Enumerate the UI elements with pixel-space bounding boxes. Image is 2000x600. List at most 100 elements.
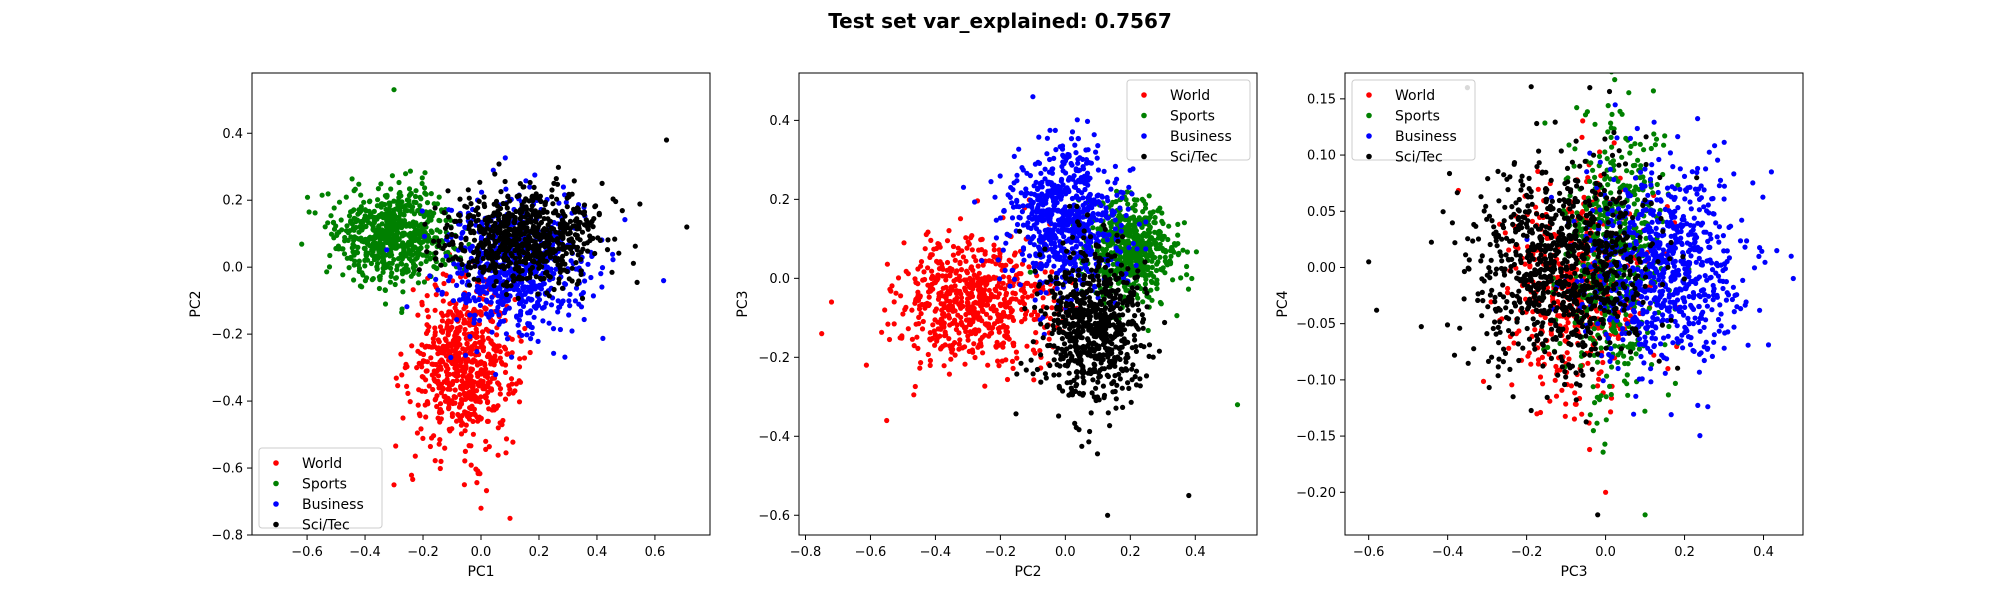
point bbox=[1104, 237, 1110, 243]
point bbox=[1066, 188, 1072, 195]
point bbox=[465, 187, 471, 193]
point bbox=[480, 255, 486, 262]
point bbox=[968, 264, 975, 270]
point bbox=[995, 326, 1002, 332]
series-sci-tec bbox=[416, 161, 643, 301]
point bbox=[599, 284, 605, 290]
point bbox=[418, 261, 424, 267]
point bbox=[429, 435, 435, 441]
point bbox=[446, 404, 452, 410]
point bbox=[419, 180, 425, 187]
point bbox=[362, 263, 368, 269]
point bbox=[324, 269, 330, 275]
point bbox=[566, 312, 572, 318]
y-tick-label: 0.0 bbox=[222, 261, 243, 276]
point bbox=[1100, 222, 1107, 228]
point bbox=[1068, 276, 1074, 282]
point bbox=[1031, 242, 1037, 248]
point bbox=[449, 348, 455, 354]
point bbox=[1163, 260, 1170, 266]
point bbox=[581, 316, 587, 323]
legend-label: World bbox=[302, 456, 342, 472]
point bbox=[563, 199, 569, 205]
point bbox=[925, 265, 931, 271]
point bbox=[519, 268, 525, 274]
point bbox=[1139, 272, 1145, 278]
point bbox=[1101, 395, 1107, 401]
point bbox=[895, 275, 902, 281]
point bbox=[943, 277, 949, 283]
point bbox=[988, 179, 994, 185]
point bbox=[956, 330, 962, 336]
point bbox=[341, 251, 348, 257]
point bbox=[975, 263, 981, 269]
point bbox=[1018, 190, 1024, 196]
point bbox=[458, 401, 465, 407]
point bbox=[406, 186, 413, 192]
point bbox=[454, 418, 460, 424]
point bbox=[1067, 261, 1073, 267]
point bbox=[432, 397, 438, 403]
point bbox=[1119, 234, 1126, 240]
point bbox=[1094, 451, 1101, 457]
point bbox=[1043, 290, 1049, 296]
point bbox=[1009, 267, 1015, 273]
point bbox=[1071, 377, 1077, 383]
point bbox=[993, 217, 999, 223]
point bbox=[550, 201, 556, 207]
point bbox=[458, 422, 464, 428]
point bbox=[918, 259, 925, 265]
point bbox=[492, 171, 498, 177]
legend-marker bbox=[273, 480, 279, 487]
point bbox=[376, 212, 382, 219]
point bbox=[1052, 222, 1058, 228]
point bbox=[566, 276, 572, 282]
point bbox=[956, 341, 962, 347]
point bbox=[916, 306, 923, 312]
point bbox=[405, 267, 411, 273]
point bbox=[394, 267, 400, 273]
point bbox=[926, 294, 932, 300]
point bbox=[482, 362, 488, 368]
point bbox=[567, 218, 574, 224]
point bbox=[1042, 166, 1048, 172]
point bbox=[920, 318, 926, 325]
series-world bbox=[863, 197, 1080, 398]
point bbox=[1107, 220, 1113, 226]
point bbox=[511, 237, 517, 243]
point bbox=[1166, 223, 1172, 229]
point bbox=[523, 178, 529, 184]
point bbox=[427, 209, 433, 215]
point bbox=[995, 294, 1001, 300]
point bbox=[982, 332, 988, 338]
point bbox=[467, 350, 473, 356]
point bbox=[1130, 240, 1136, 247]
point bbox=[531, 314, 537, 320]
point bbox=[947, 291, 953, 297]
point bbox=[356, 181, 362, 187]
point bbox=[1093, 149, 1099, 155]
point bbox=[538, 276, 544, 282]
point bbox=[971, 327, 977, 334]
point bbox=[457, 392, 463, 398]
point bbox=[445, 329, 452, 335]
point bbox=[461, 482, 467, 488]
point bbox=[517, 222, 523, 228]
point bbox=[485, 335, 491, 341]
point bbox=[922, 305, 928, 311]
point bbox=[588, 274, 594, 281]
point bbox=[1032, 308, 1038, 315]
point bbox=[529, 331, 535, 337]
point bbox=[489, 329, 495, 335]
point bbox=[306, 209, 312, 215]
point bbox=[1017, 282, 1024, 288]
point bbox=[479, 381, 485, 387]
point bbox=[437, 324, 444, 330]
point bbox=[537, 233, 543, 239]
point bbox=[424, 368, 430, 374]
legend-label: Sci/Tec bbox=[302, 518, 350, 534]
point bbox=[466, 195, 472, 201]
point bbox=[997, 276, 1003, 282]
point bbox=[596, 212, 602, 218]
point bbox=[536, 265, 542, 271]
